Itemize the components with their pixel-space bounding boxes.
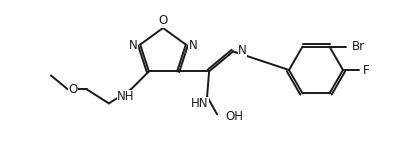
- Text: HN: HN: [191, 97, 209, 110]
- Text: Br: Br: [352, 40, 365, 53]
- Text: NH: NH: [117, 90, 135, 103]
- Text: N: N: [238, 44, 247, 57]
- Text: F: F: [363, 64, 370, 76]
- Text: O: O: [158, 15, 168, 28]
- Text: O: O: [68, 83, 77, 96]
- Text: N: N: [188, 39, 197, 52]
- Text: N: N: [129, 39, 138, 52]
- Text: OH: OH: [225, 110, 243, 123]
